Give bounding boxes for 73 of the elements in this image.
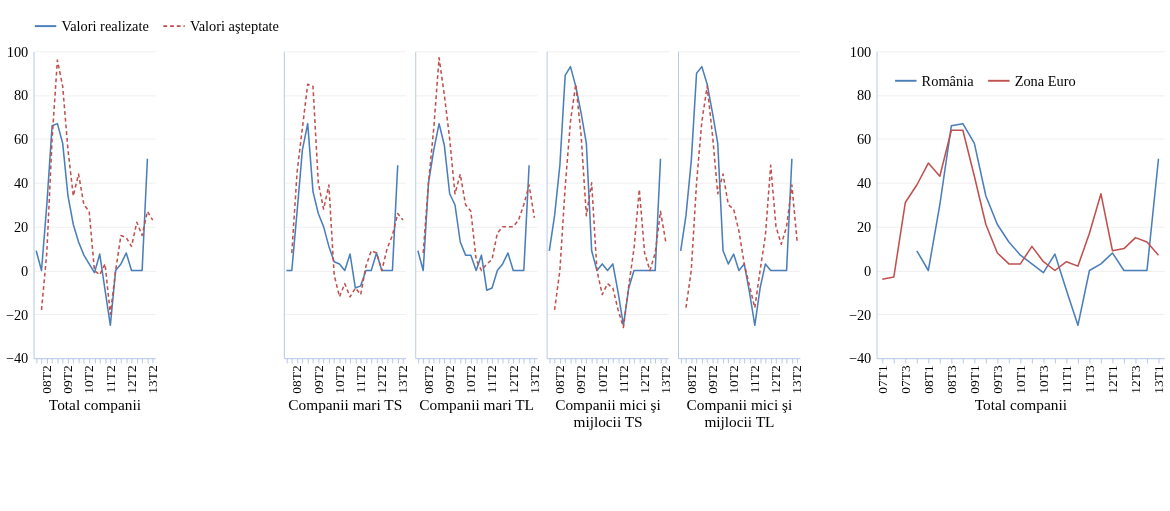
x-tick-label: 11T2 bbox=[615, 365, 631, 394]
x-tick-label: 09T2 bbox=[573, 365, 589, 394]
y-tick-label: 100 bbox=[6, 43, 29, 60]
y-tick-label: 0 bbox=[21, 262, 29, 279]
legend-label: România bbox=[921, 72, 975, 89]
x-tick-label: 13T2 bbox=[145, 365, 161, 394]
x-tick-label: 12T1 bbox=[1104, 365, 1120, 394]
x-tick-label: 08T2 bbox=[39, 365, 55, 394]
x-tick-label: 13T2 bbox=[526, 365, 542, 394]
x-tick-label: 12T3 bbox=[1127, 365, 1143, 394]
x-tick-label: 13T2 bbox=[395, 365, 411, 394]
x-tick-label: 13T2 bbox=[658, 365, 674, 394]
x-tick-label: 10T2 bbox=[594, 365, 610, 394]
y-tick-label: 60 bbox=[13, 131, 29, 148]
x-tick-label: 12T2 bbox=[636, 365, 652, 394]
x-axis-title: Companii mici şi mijlocii TL bbox=[686, 396, 793, 431]
x-tick-label: 09T2 bbox=[60, 365, 76, 394]
y-tick-label: 20 bbox=[13, 218, 29, 235]
x-tick-label: 11T1 bbox=[1058, 365, 1074, 394]
x-tick-label: 10T2 bbox=[331, 365, 347, 394]
x-tick-label: 09T2 bbox=[310, 365, 326, 394]
x-tick-label: 07T3 bbox=[897, 365, 913, 394]
x-tick-label: 11T3 bbox=[1081, 365, 1097, 394]
y-tick-label: 40 bbox=[856, 175, 872, 192]
y-tick-label: −40 bbox=[848, 350, 872, 367]
x-tick-label: 07T1 bbox=[874, 365, 890, 394]
x-axis-title: Companii mari TS bbox=[288, 396, 403, 414]
x-tick-label: 10T1 bbox=[1012, 365, 1028, 394]
x-tick-label: 12T2 bbox=[374, 365, 390, 394]
x-tick-label: 12T2 bbox=[123, 365, 139, 394]
line-series bbox=[916, 122, 1160, 327]
x-tick-label: 08T2 bbox=[289, 365, 305, 394]
x-tick-label: 12T2 bbox=[768, 365, 784, 394]
x-tick-label: 08T3 bbox=[943, 365, 959, 394]
x-tick-label: 13T2 bbox=[789, 365, 805, 394]
x-tick-label: 13T1 bbox=[1150, 365, 1166, 394]
y-tick-label: −20 bbox=[5, 306, 29, 323]
x-axis-title: Companii mari TL bbox=[419, 396, 534, 414]
x-tick-label: 08T1 bbox=[920, 365, 936, 394]
x-tick-label: 08T2 bbox=[420, 365, 436, 394]
x-tick-label: 10T2 bbox=[463, 365, 479, 394]
y-tick-label: 0 bbox=[864, 262, 872, 279]
x-tick-label: 11T2 bbox=[484, 365, 500, 394]
y-tick-label: 100 bbox=[849, 43, 872, 60]
x-tick-label: 10T2 bbox=[81, 365, 97, 394]
x-tick-label: 10T3 bbox=[1035, 365, 1051, 394]
y-tick-label: −20 bbox=[848, 306, 872, 323]
line-series bbox=[40, 59, 154, 316]
x-tick-label: 08T2 bbox=[552, 365, 568, 394]
line-series bbox=[881, 129, 1160, 281]
x-tick-label: 09T2 bbox=[441, 365, 457, 394]
x-tick-label: 09T2 bbox=[704, 365, 720, 394]
x-axis-title: Total companii bbox=[48, 396, 142, 414]
x-axis-title: Companii mici şi mijlocii TS bbox=[555, 396, 661, 431]
x-tick-label: 08T2 bbox=[683, 365, 699, 394]
x-tick-label: 11T2 bbox=[747, 365, 763, 394]
x-tick-label: 11T2 bbox=[352, 365, 368, 394]
x-tick-label: 11T2 bbox=[102, 365, 118, 394]
x-axis-title: Total companii bbox=[974, 396, 1067, 414]
y-tick-label: −40 bbox=[5, 350, 29, 367]
y-tick-label: 80 bbox=[856, 87, 872, 104]
line-series bbox=[35, 122, 149, 327]
x-tick-label: 09T1 bbox=[966, 365, 982, 394]
legend-label: Valori aşteptate bbox=[189, 17, 279, 34]
x-tick-label: 09T3 bbox=[989, 365, 1005, 394]
y-tick-label: 60 bbox=[856, 131, 872, 148]
y-tick-label: 40 bbox=[13, 175, 29, 192]
y-tick-label: 80 bbox=[13, 87, 29, 104]
legend-label: Zona Euro bbox=[1014, 72, 1076, 89]
legend-label: Valori realizate bbox=[61, 17, 149, 34]
y-tick-label: 20 bbox=[856, 218, 872, 235]
x-tick-label: 12T2 bbox=[505, 365, 521, 394]
x-tick-label: 10T2 bbox=[725, 365, 741, 394]
